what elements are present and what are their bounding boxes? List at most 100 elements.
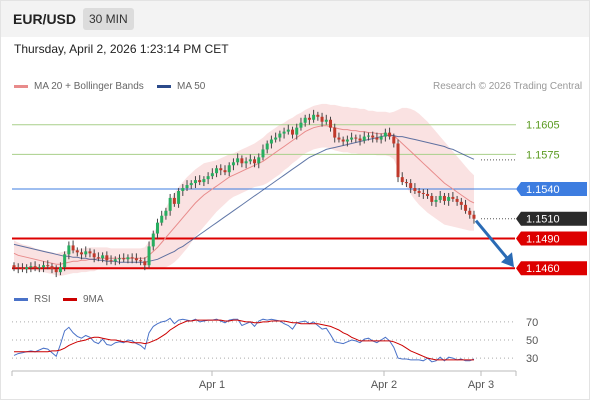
- candle-body: [122, 258, 126, 260]
- forecast-arrow-shaft: [474, 219, 510, 261]
- candle-body: [130, 257, 134, 259]
- candle-body: [215, 168, 219, 174]
- candle-body: [295, 127, 299, 135]
- level-tag-1.1490: [516, 231, 587, 246]
- rsi-ma-legend-label: 9MA: [83, 294, 104, 305]
- candle-body: [459, 201, 463, 205]
- candle-body: [126, 257, 130, 260]
- candle-body: [261, 149, 265, 158]
- candle-body: [210, 173, 214, 177]
- candle-body: [248, 159, 252, 162]
- forecast-arrow-head: [501, 252, 514, 268]
- candle-body: [63, 254, 67, 268]
- candle-body: [383, 132, 387, 137]
- candle-body: [269, 139, 273, 144]
- candle-body: [379, 136, 383, 140]
- rsi-swatch: [14, 298, 28, 301]
- candle-body: [50, 266, 54, 270]
- candle-body: [75, 250, 79, 253]
- candle-body: [396, 143, 400, 178]
- candle-body: [84, 251, 88, 255]
- legend-rsi-ma: 9MA: [63, 294, 104, 305]
- instrument-title: EUR/USD: [13, 11, 77, 27]
- candle-body: [172, 197, 176, 204]
- candle-body: [362, 136, 366, 141]
- candle-body: [80, 252, 84, 255]
- candle-body: [219, 168, 223, 171]
- candle-body: [88, 251, 92, 254]
- candle-body: [430, 195, 434, 202]
- rsi-tick-30: 30: [526, 353, 538, 365]
- candle-body: [371, 135, 375, 138]
- x-tick-label-Apr-1: Apr 1: [199, 379, 225, 391]
- x-tick-label-Apr-3: Apr 3: [468, 379, 494, 391]
- candle-body: [236, 158, 240, 163]
- candle-body: [291, 129, 295, 135]
- candle-body: [58, 267, 62, 273]
- candle-body: [105, 255, 109, 261]
- candle-body: [96, 257, 100, 259]
- candle-body: [312, 114, 316, 120]
- candle-body: [447, 196, 451, 201]
- timestamp: Thursday, April 2, 2026 1:23:14 PM CET: [14, 42, 229, 56]
- candle-body: [426, 193, 430, 196]
- level-tag-1.1510: [516, 211, 587, 226]
- header-bar: EUR/USD 30 MIN: [1, 1, 589, 37]
- timeframe-badge[interactable]: 30 MIN: [83, 8, 134, 30]
- x-tick-label-Apr-2: Apr 2: [371, 379, 397, 391]
- candle-body: [375, 137, 379, 140]
- ma20-legend-label: MA 20 + Bollinger Bands: [34, 81, 144, 92]
- level-label-1.1540: 1.1540: [526, 184, 560, 196]
- candle-body: [67, 245, 71, 255]
- level-label-1.1575: 1.1575: [526, 149, 560, 161]
- candle-body: [206, 176, 210, 180]
- candle-body: [278, 133, 282, 138]
- candle-body: [101, 255, 105, 259]
- candle-body: [113, 259, 117, 262]
- candle-body: [147, 246, 151, 266]
- candle-body: [177, 191, 181, 204]
- candle-body: [354, 137, 358, 139]
- candle-body: [286, 129, 290, 132]
- candle-body: [438, 195, 442, 200]
- ma50-swatch: [157, 85, 171, 88]
- candle-body: [25, 267, 29, 270]
- candle-body: [37, 267, 41, 269]
- candle-body: [16, 267, 20, 269]
- legend-rsi: RSI: [14, 294, 51, 305]
- candle-body: [299, 122, 303, 128]
- candle-body: [189, 183, 193, 186]
- ma20-line: [13, 125, 475, 265]
- candle-body: [151, 233, 155, 247]
- candle-body: [257, 157, 261, 164]
- level-label-1.1510: 1.1510: [526, 214, 560, 226]
- candle-body: [337, 137, 341, 140]
- candle-body: [164, 210, 168, 216]
- candle-body: [33, 266, 37, 269]
- candle-body: [231, 162, 235, 166]
- candle-body: [464, 204, 468, 211]
- candle-body: [54, 269, 58, 273]
- candle-body: [71, 245, 75, 251]
- candle-body: [417, 191, 421, 193]
- candle-body: [472, 214, 476, 219]
- candle-body: [358, 138, 362, 141]
- candle-body: [139, 260, 143, 262]
- candle-body: [404, 182, 408, 184]
- candle-body: [20, 268, 24, 270]
- candle-body: [329, 119, 332, 128]
- level-label-1.1490: 1.1490: [526, 234, 560, 246]
- rsi-ma-line: [14, 319, 474, 361]
- rsi-ma-swatch: [63, 298, 77, 301]
- candle-body: [92, 253, 96, 258]
- ma50-line: [13, 135, 475, 263]
- candle-body: [143, 261, 147, 266]
- candle-body: [265, 143, 269, 150]
- candle-body: [324, 119, 328, 122]
- candle-body: [134, 258, 138, 261]
- candle-body: [350, 137, 354, 140]
- candle-body: [181, 188, 185, 191]
- candle-body: [366, 135, 370, 137]
